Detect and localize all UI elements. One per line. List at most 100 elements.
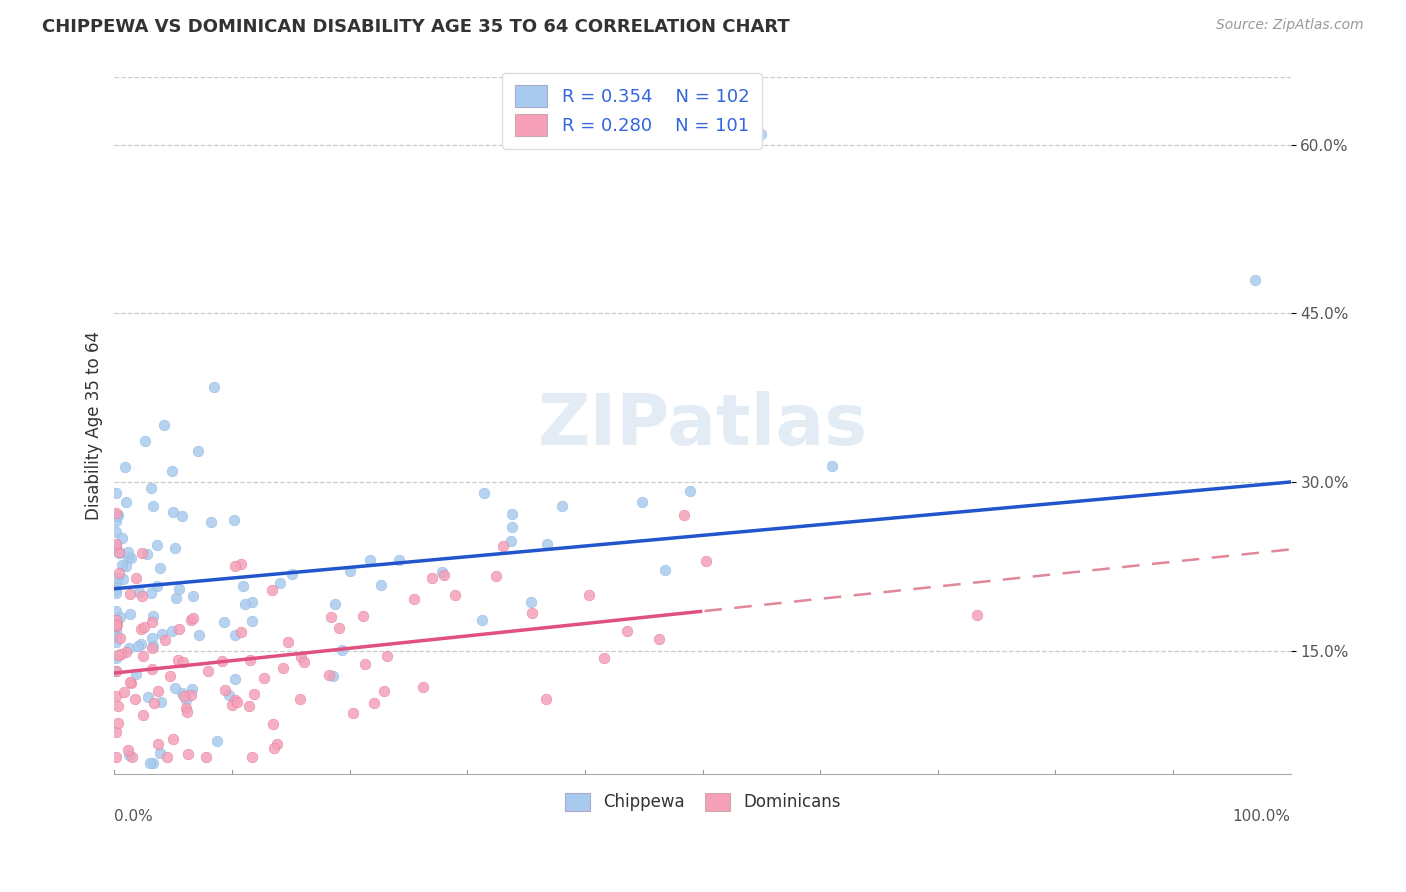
Point bbox=[422, 571, 444, 585]
Point bbox=[163, 541, 186, 556]
Point bbox=[412, 680, 434, 694]
Point bbox=[269, 576, 291, 591]
Point bbox=[104, 539, 127, 553]
Point bbox=[233, 598, 256, 612]
Point bbox=[174, 700, 197, 714]
Point bbox=[749, 127, 772, 141]
Point bbox=[578, 588, 600, 602]
Point bbox=[404, 591, 426, 606]
Point bbox=[262, 717, 284, 731]
Point bbox=[352, 609, 374, 624]
Text: ZIPatlas: ZIPatlas bbox=[537, 392, 868, 460]
Point bbox=[240, 595, 263, 609]
Point bbox=[141, 615, 163, 629]
Point bbox=[170, 686, 193, 700]
Point bbox=[111, 558, 134, 573]
Point bbox=[330, 642, 353, 657]
Point bbox=[153, 417, 176, 432]
Point bbox=[485, 568, 508, 582]
Point bbox=[180, 614, 202, 628]
Point bbox=[149, 746, 172, 760]
Legend: Chippewa, Dominicans: Chippewa, Dominicans bbox=[558, 786, 846, 818]
Point bbox=[162, 731, 184, 746]
Point bbox=[104, 506, 127, 520]
Point bbox=[820, 459, 842, 474]
Point bbox=[142, 756, 165, 770]
Point bbox=[107, 716, 129, 731]
Point bbox=[167, 653, 190, 667]
Point bbox=[146, 538, 169, 552]
Point bbox=[631, 495, 654, 509]
Point bbox=[111, 572, 134, 586]
Point bbox=[110, 631, 132, 645]
Point bbox=[273, 661, 295, 675]
Point bbox=[108, 610, 131, 624]
Point bbox=[290, 650, 312, 665]
Point bbox=[111, 531, 134, 545]
Point bbox=[188, 628, 211, 642]
Point bbox=[105, 750, 128, 764]
Point bbox=[104, 664, 127, 678]
Point bbox=[328, 621, 350, 635]
Point bbox=[115, 645, 138, 659]
Point bbox=[105, 613, 128, 627]
Point bbox=[231, 624, 253, 639]
Point bbox=[124, 692, 146, 706]
Point bbox=[181, 611, 204, 625]
Point bbox=[108, 545, 131, 559]
Point bbox=[118, 607, 141, 622]
Point bbox=[141, 641, 163, 656]
Point bbox=[966, 608, 988, 623]
Point bbox=[354, 657, 377, 671]
Point bbox=[187, 444, 209, 458]
Point bbox=[167, 582, 190, 596]
Point bbox=[142, 500, 165, 514]
Point bbox=[117, 743, 139, 757]
Point bbox=[202, 380, 225, 394]
Point bbox=[501, 534, 523, 549]
Point bbox=[181, 681, 204, 696]
Point bbox=[536, 537, 558, 551]
Point bbox=[110, 647, 132, 661]
Point bbox=[593, 650, 616, 665]
Point bbox=[373, 683, 395, 698]
Point bbox=[131, 546, 153, 560]
Point bbox=[277, 635, 299, 649]
Point bbox=[162, 464, 184, 478]
Point bbox=[319, 609, 342, 624]
Point bbox=[131, 589, 153, 603]
Point bbox=[149, 561, 172, 575]
Point bbox=[105, 586, 128, 600]
Point bbox=[522, 606, 544, 620]
Text: Source: ZipAtlas.com: Source: ZipAtlas.com bbox=[1216, 18, 1364, 32]
Point bbox=[146, 737, 169, 751]
Point bbox=[648, 632, 671, 647]
Point bbox=[433, 568, 456, 582]
Point bbox=[132, 620, 155, 634]
Point bbox=[221, 698, 243, 713]
Point bbox=[1244, 273, 1267, 287]
Point bbox=[534, 692, 557, 706]
Point bbox=[107, 508, 129, 523]
Point bbox=[156, 750, 179, 764]
Point bbox=[124, 571, 146, 585]
Point bbox=[222, 513, 245, 527]
Point bbox=[107, 508, 129, 522]
Point bbox=[118, 674, 141, 689]
Point bbox=[654, 563, 676, 577]
Point bbox=[212, 615, 235, 629]
Point bbox=[363, 696, 385, 710]
Point bbox=[492, 539, 515, 553]
Point bbox=[200, 516, 222, 530]
Point bbox=[238, 698, 260, 713]
Point bbox=[432, 565, 454, 579]
Point bbox=[342, 706, 364, 720]
Point bbox=[104, 630, 127, 644]
Point bbox=[240, 750, 263, 764]
Point bbox=[551, 500, 574, 514]
Point bbox=[128, 584, 150, 599]
Point bbox=[224, 672, 246, 686]
Point bbox=[104, 485, 127, 500]
Point bbox=[339, 564, 361, 578]
Point bbox=[672, 508, 695, 523]
